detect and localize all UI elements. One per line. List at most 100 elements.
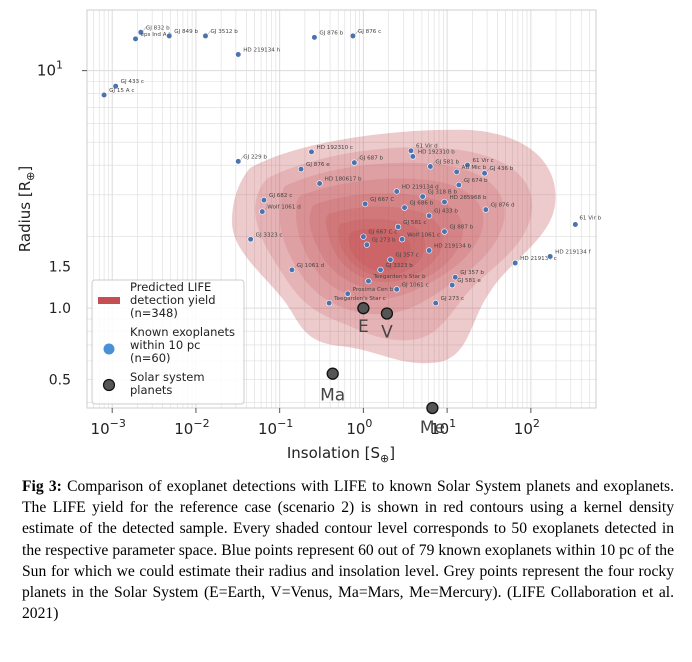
exoplanet-label: GJ 581 c <box>403 220 426 226</box>
exoplanet-point <box>427 163 434 170</box>
exoplanet-label: GJ 229 b <box>243 154 267 160</box>
caption-label: Fig 3: <box>22 478 62 495</box>
exoplanet-label: GJ 3512 b <box>210 29 238 35</box>
y-minor-tick-label: 0.5 <box>49 373 71 389</box>
legend-marker-solar <box>102 378 116 392</box>
exoplanet-label: GJ 832 b <box>146 25 170 31</box>
exoplanet-label: GJ 581 b <box>435 159 459 165</box>
exoplanet-label: GJ 1061 c <box>402 282 429 288</box>
exoplanet-point <box>360 233 367 240</box>
exoplanet-label: GJ 433 b <box>434 209 458 215</box>
exoplanet-label: Wolf 1061 c <box>407 232 440 238</box>
contour-level-4 <box>296 178 484 300</box>
exoplanet-point <box>449 282 456 289</box>
exoplanet-label: AU Mic b <box>462 165 487 171</box>
exoplanet-label: GJ 273 c <box>441 296 464 302</box>
x-tick-label: 10−2 <box>174 417 209 438</box>
exoplanet-label: GJ 15 A c <box>109 88 134 94</box>
exoplanet-label: GJ 318 B b <box>428 190 458 196</box>
plot-frame <box>86 9 597 409</box>
exoplanet-label: GJ 876 e <box>306 162 330 168</box>
exoplanet-point <box>259 208 266 215</box>
exoplanet-label: HD 219134 c <box>520 256 557 262</box>
exoplanet-label: HD 180617 b <box>325 176 362 182</box>
contour-level-2 <box>255 147 533 341</box>
exoplanet-label: HD 192310 c <box>316 145 353 151</box>
exoplanet-point <box>349 32 357 40</box>
exoplanet-point <box>441 228 448 235</box>
solar-planet-point <box>380 307 394 320</box>
solar-planet-point <box>426 401 439 415</box>
exoplanet-point <box>362 200 369 207</box>
exoplanet-label: GJ 887 b <box>449 225 473 231</box>
legend-label-known: Known exoplanets within 10 pc (n=60) <box>130 325 235 365</box>
solar-system-points: E V Ma Me <box>320 302 445 438</box>
exoplanet-point <box>387 256 394 263</box>
exoplanet-point <box>395 223 402 230</box>
x-tick-label: 101 <box>430 417 456 438</box>
exoplanet-point <box>407 147 415 154</box>
exoplanet-point <box>481 170 488 177</box>
y-minor-tick-label: 1.5 <box>49 259 71 275</box>
exoplanet-label: GJ 686 b <box>410 201 434 207</box>
exoplanet-point <box>377 266 384 273</box>
contour-level-5 <box>309 193 463 290</box>
legend-swatch-life <box>98 297 120 304</box>
exoplanet-label: GJ 436 b <box>490 166 514 172</box>
exoplanet-label: HD 219134 d <box>402 184 439 190</box>
exoplanet-label: GJ 674 b <box>464 178 488 184</box>
contour-level-3 <box>280 162 505 315</box>
exoplanet-point <box>399 236 406 243</box>
exoplanet-point <box>572 221 579 228</box>
exoplanet-point <box>132 35 139 43</box>
x-tick-label: 10−3 <box>91 417 126 438</box>
exoplanet-point <box>260 197 268 204</box>
exoplanet-point <box>288 266 295 273</box>
x-tick-label: 100 <box>346 417 372 438</box>
solar-planet-point <box>326 367 339 380</box>
exoplanet-point <box>365 278 372 285</box>
exoplanet-label: Teegarden's Star c <box>333 296 386 302</box>
chart: 10−3 10−2 10−1 100 101 102 101 1.5 1.0 0.5 GJ 832… <box>16 9 602 465</box>
exoplanet-point <box>441 198 448 206</box>
exoplanet-label: GJ 682 c <box>269 193 292 199</box>
exoplanet-label: GJ 876 b <box>319 30 343 36</box>
y-axis-title: Radius [R⊕] <box>16 166 37 252</box>
exoplanet-label: eps Ind A b <box>141 32 173 38</box>
exoplanet-label: HD 192310 b <box>418 150 455 156</box>
exoplanet-label: HD 219134 b <box>434 243 471 249</box>
exoplanet-point <box>247 236 254 243</box>
life-density-contours <box>232 129 556 364</box>
exoplanet-point <box>455 181 462 189</box>
legend-label-life: Predicted LIFE detection yield (n=348) <box>130 280 216 320</box>
axes: 10−3 10−2 10−1 100 101 102 101 1.5 1.0 0.5 <box>37 9 597 438</box>
exoplanet-point <box>112 83 119 90</box>
contour-level-7 <box>338 218 426 276</box>
exoplanet-point <box>351 159 358 166</box>
exoplanet-point <box>419 193 426 200</box>
contour-level-6 <box>325 206 443 282</box>
exoplanet-label: HD 285968 b <box>449 195 486 201</box>
exoplanet-point <box>308 148 315 155</box>
exoplanet-label: GJ 3323 b <box>385 263 413 269</box>
exoplanet-label: GJ 273 b <box>372 238 396 244</box>
exoplanet-point <box>326 300 333 307</box>
exoplanet-point <box>426 247 433 254</box>
x-tick-label: 102 <box>514 417 540 438</box>
solar-planet-label: V <box>381 322 393 342</box>
exoplanet-label: GJ 433 c <box>121 79 144 85</box>
exoplanet-label: GJ 581 e <box>457 278 481 284</box>
x-axis-title: Insolation [S⊕] <box>287 444 395 465</box>
caption-text: Comparison of exoplanet detections with … <box>22 478 674 623</box>
exoplanet-point <box>426 212 433 219</box>
exoplanet-point <box>100 91 108 99</box>
exoplanet-point <box>363 241 370 248</box>
exoplanet-label: 61 Vir d <box>416 144 438 150</box>
exoplanet-label: 61 Vir c <box>472 158 493 164</box>
exoplanet-label: GJ 876 d <box>491 203 515 209</box>
exoplanet-label: GJ 3323 c <box>256 232 283 238</box>
exoplanet-point <box>409 153 416 160</box>
exoplanet-label: GJ 667 C <box>370 197 394 203</box>
exoplanet-point <box>393 286 400 293</box>
